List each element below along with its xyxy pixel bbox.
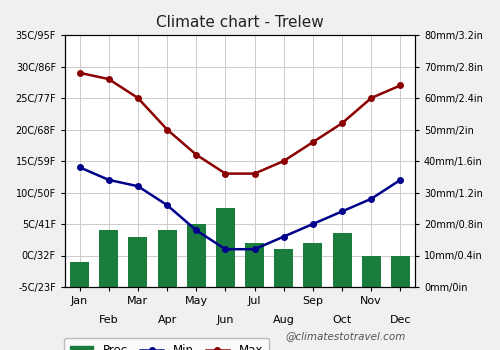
Bar [216, 208, 235, 287]
Bar [158, 230, 176, 287]
Bar [332, 233, 351, 287]
Bar [274, 249, 293, 287]
Text: Aug: Aug [273, 315, 294, 325]
Bar [70, 262, 89, 287]
Bar [362, 256, 380, 287]
Bar [304, 243, 322, 287]
Text: Dec: Dec [390, 315, 411, 325]
Legend: Prec, Min, Max: Prec, Min, Max [64, 338, 269, 350]
Title: Climate chart - Trelew: Climate chart - Trelew [156, 15, 324, 30]
Bar [100, 230, 118, 287]
Text: Feb: Feb [99, 315, 118, 325]
Text: @climatestotravel.com: @climatestotravel.com [285, 331, 406, 341]
Bar [128, 237, 148, 287]
Text: Oct: Oct [332, 315, 351, 325]
Bar [245, 243, 264, 287]
Text: Apr: Apr [158, 315, 176, 325]
Bar [391, 256, 410, 287]
Text: Jun: Jun [216, 315, 234, 325]
Bar [187, 224, 206, 287]
